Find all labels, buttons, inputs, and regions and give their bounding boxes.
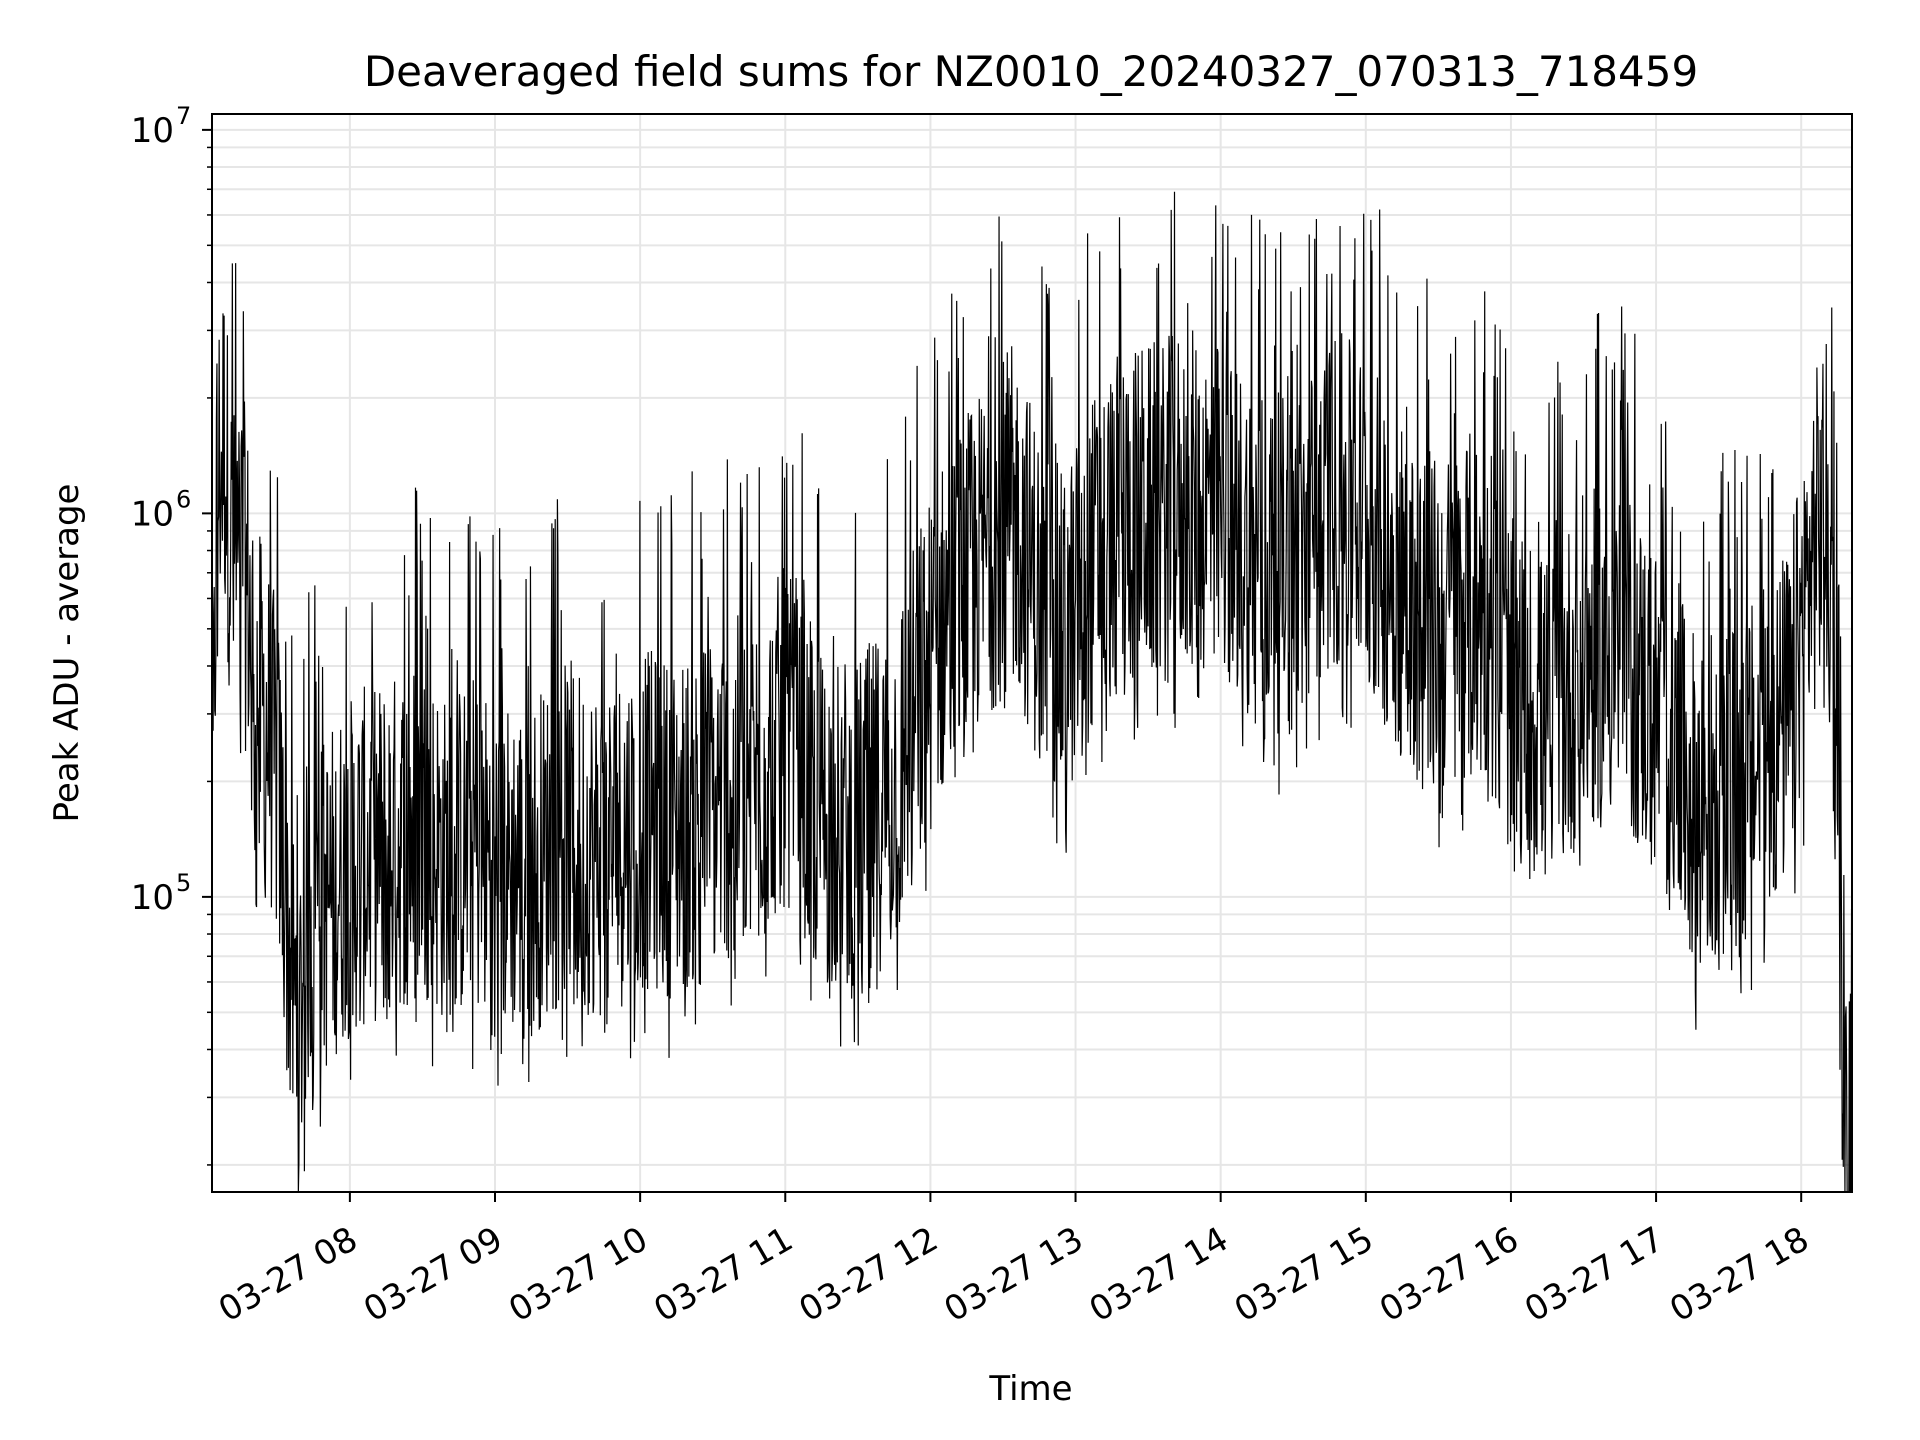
y-tick-exponent: 5 [176,869,191,897]
y-tick-label: 10 [131,111,174,151]
series-line [211,191,1853,1193]
x-axis-label: Time [988,1369,1072,1409]
chart-title: Deaveraged field sums for NZ0010_2024032… [364,47,1698,96]
plot-frame [211,113,1853,1193]
y-axis-label: Peak ADU - average [47,484,87,823]
y-tick-exponent: 7 [176,102,191,130]
y-tick-label: 10 [131,878,174,918]
y-tick-label: 10 [131,494,174,534]
series-layer [211,191,1853,1193]
y-tick-exponent: 6 [176,485,191,513]
